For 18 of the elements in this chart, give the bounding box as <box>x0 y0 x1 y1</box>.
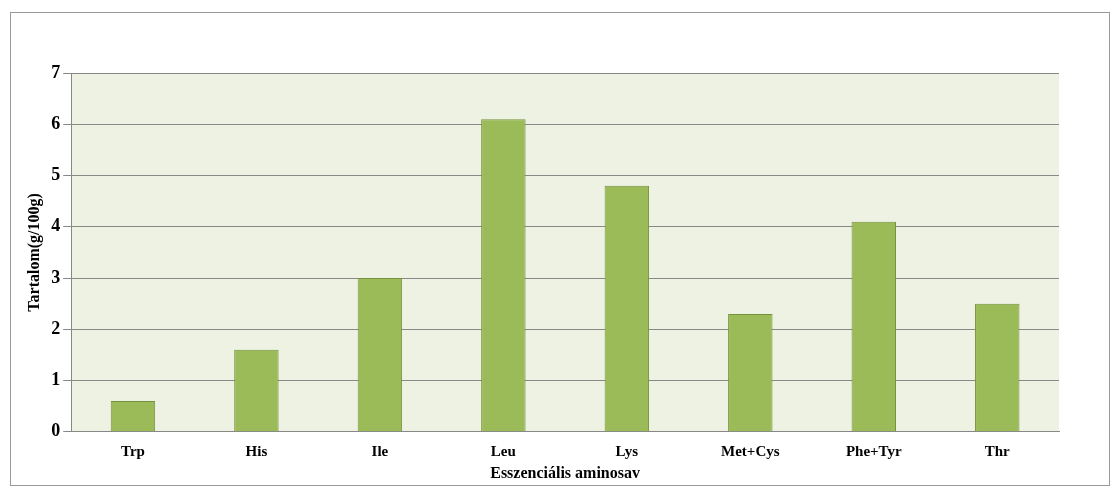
y-tick-label: 4 <box>51 215 61 236</box>
x-tick-label: Met+Cys <box>721 442 780 459</box>
y-tick-label: 7 <box>51 61 61 82</box>
y-tick-label: 3 <box>51 266 61 287</box>
x-tick-label: Leu <box>490 442 516 459</box>
y-tick-label: 6 <box>51 112 61 133</box>
y-tick-label: 5 <box>51 164 61 185</box>
x-tick-label: Trp <box>120 442 145 459</box>
x-axis-title: Esszenciális aminosav <box>490 463 640 481</box>
y-tick-label: 1 <box>51 369 61 390</box>
y-tick-label: 2 <box>51 317 61 338</box>
x-tick-label: His <box>245 442 268 459</box>
x-tick-label: Ile <box>371 442 389 459</box>
x-tick-label: Thr <box>984 442 1011 459</box>
x-tick-label: Lys <box>615 442 639 459</box>
y-axis-title: Tartalom(g/100g) <box>24 193 43 312</box>
y-tick-label: 0 <box>51 420 61 441</box>
x-tick-label: Phe+Tyr <box>845 442 903 459</box>
